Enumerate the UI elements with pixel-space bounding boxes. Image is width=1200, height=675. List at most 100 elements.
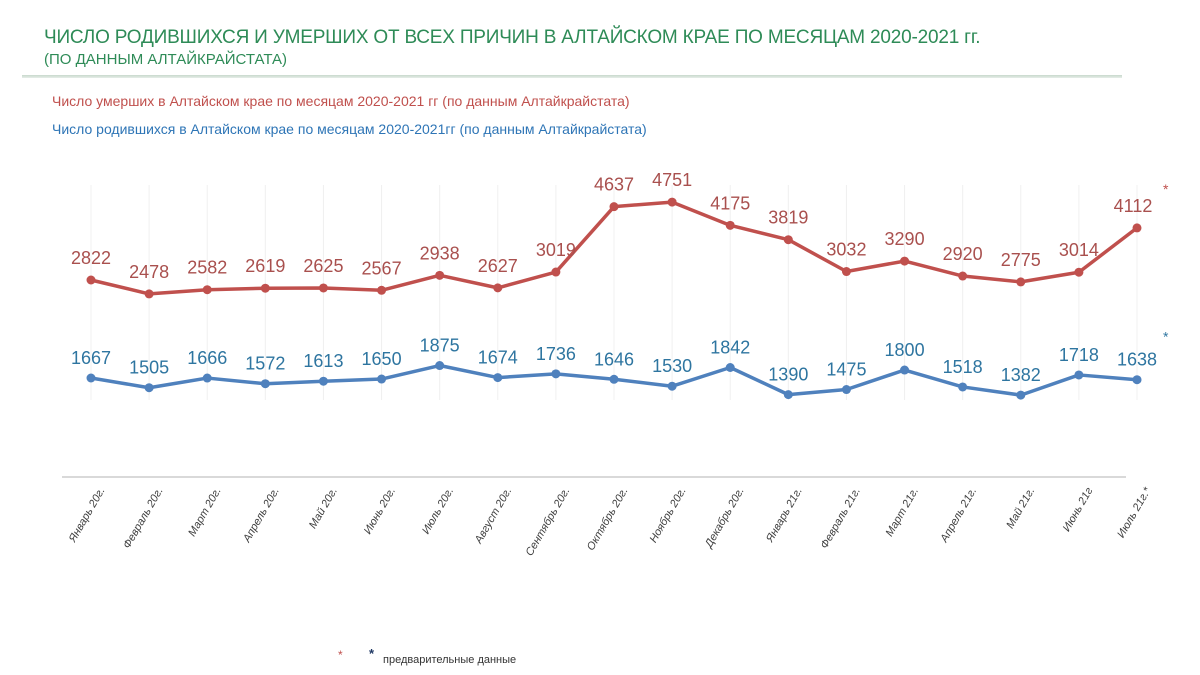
data-label: 1666 xyxy=(187,348,227,368)
title-divider xyxy=(22,75,1122,78)
data-point xyxy=(1016,390,1026,400)
data-label: 2627 xyxy=(478,256,518,276)
x-tick-label: Июль 21г.* xyxy=(1115,485,1154,540)
data-label: 1875 xyxy=(420,336,460,356)
data-point xyxy=(493,283,503,293)
data-label: 2625 xyxy=(303,256,343,276)
data-label: 3014 xyxy=(1059,240,1099,260)
x-tick-label: Апрель 20г. xyxy=(241,486,282,546)
data-point xyxy=(202,373,212,383)
data-label: 2567 xyxy=(362,258,402,278)
data-point xyxy=(958,382,968,392)
data-point xyxy=(725,363,735,372)
data-point xyxy=(144,383,154,393)
page-subtitle: (ПО ДАННЫМ АЛТАЙКРАЙСТАТА) xyxy=(44,51,288,68)
data-label: 3032 xyxy=(826,240,866,260)
x-tick-label: Июнь 21г xyxy=(1061,485,1096,534)
data-label: 1475 xyxy=(826,360,866,380)
data-point xyxy=(202,285,212,295)
footnote-text: предварительные данные xyxy=(383,654,517,666)
data-point xyxy=(86,275,96,285)
data-point xyxy=(1074,370,1084,380)
data-point xyxy=(551,369,561,379)
data-label: 1736 xyxy=(536,344,576,364)
data-point xyxy=(783,235,793,245)
footnote-marker-blue: * xyxy=(369,646,375,661)
data-point xyxy=(377,285,387,295)
data-point xyxy=(1074,267,1084,277)
data-label: 1390 xyxy=(768,365,808,385)
data-point xyxy=(958,271,968,281)
x-tick-label: Март 20г. xyxy=(186,486,224,539)
x-tick-label: Октябрь 20г. xyxy=(585,486,631,553)
data-point xyxy=(318,283,328,293)
data-label: 2582 xyxy=(187,258,227,278)
x-tick-label: Январь 21г. xyxy=(764,486,805,546)
preliminary-marker: * xyxy=(1163,181,1169,197)
data-point xyxy=(260,283,270,293)
preliminary-marker: * xyxy=(1163,329,1169,345)
data-point xyxy=(725,220,735,230)
data-point xyxy=(1132,375,1142,385)
data-label: 1674 xyxy=(478,348,518,368)
data-point xyxy=(260,379,270,389)
x-tick-label: Апрель 21г. xyxy=(938,486,979,546)
data-point xyxy=(841,385,851,395)
x-tick-label: Февраль 20г. xyxy=(121,486,166,551)
data-label: 4112 xyxy=(1114,196,1153,216)
data-label: 2938 xyxy=(420,243,460,263)
data-label: 3019 xyxy=(536,240,576,260)
data-label: 4175 xyxy=(710,193,750,213)
data-point xyxy=(551,267,561,277)
data-label: 1650 xyxy=(362,349,402,369)
x-tick-label: Май 21г. xyxy=(1004,486,1037,531)
data-point xyxy=(667,381,677,391)
x-tick-label: Июнь 20г. xyxy=(362,486,398,537)
x-tick-label: Август 20г. xyxy=(472,486,514,547)
data-label: 1842 xyxy=(710,338,750,358)
data-label: 2920 xyxy=(943,244,983,264)
data-point xyxy=(667,197,677,207)
data-point xyxy=(1132,223,1142,233)
data-label: 1613 xyxy=(303,351,343,371)
data-label: 1638 xyxy=(1117,350,1157,370)
data-point xyxy=(1016,277,1026,287)
data-point xyxy=(783,390,793,400)
data-label: 1572 xyxy=(245,354,285,374)
x-tick-label: Март 21г. xyxy=(884,486,922,539)
x-tick-label: Май 20г. xyxy=(307,486,340,531)
data-label: 4637 xyxy=(594,175,634,195)
data-point xyxy=(900,256,910,266)
page-title: ЧИСЛО РОДИВШИХСЯ И УМЕРШИХ ОТ ВСЕХ ПРИЧИ… xyxy=(44,27,981,48)
footnote-marker-red: * xyxy=(338,648,343,662)
data-label: 3819 xyxy=(768,208,808,228)
data-label: 1646 xyxy=(594,349,634,369)
data-point xyxy=(609,374,619,384)
x-tick-label: Декабрь 20г. xyxy=(702,486,747,552)
x-tick-label: Февраль 21г. xyxy=(818,486,863,551)
x-tick-label: Январь 20г. xyxy=(66,486,107,546)
data-label: 1505 xyxy=(129,358,169,378)
legend-births: Число родившихся в Алтайском крае по мес… xyxy=(52,121,647,137)
x-tick-label: Июль 20г. xyxy=(420,486,456,537)
legend-deaths: Число умерших в Алтайском крае по месяца… xyxy=(52,93,630,109)
x-tick-label: Ноябрь 20г. xyxy=(648,486,689,545)
data-point xyxy=(435,361,445,371)
data-label: 2619 xyxy=(245,256,285,276)
data-label: 1530 xyxy=(652,356,692,376)
data-point xyxy=(144,289,154,299)
data-label: 2775 xyxy=(1001,250,1041,270)
data-point xyxy=(86,373,96,383)
data-point xyxy=(609,202,619,212)
data-point xyxy=(435,270,445,280)
data-label: 1667 xyxy=(71,348,111,368)
data-point xyxy=(841,267,851,277)
data-label: 1718 xyxy=(1059,345,1099,365)
data-label: 4751 xyxy=(652,170,692,190)
data-point xyxy=(377,374,387,384)
data-point xyxy=(318,376,328,386)
data-label: 1518 xyxy=(943,357,983,377)
data-label: 3290 xyxy=(885,229,925,249)
data-label: 1800 xyxy=(885,340,925,360)
